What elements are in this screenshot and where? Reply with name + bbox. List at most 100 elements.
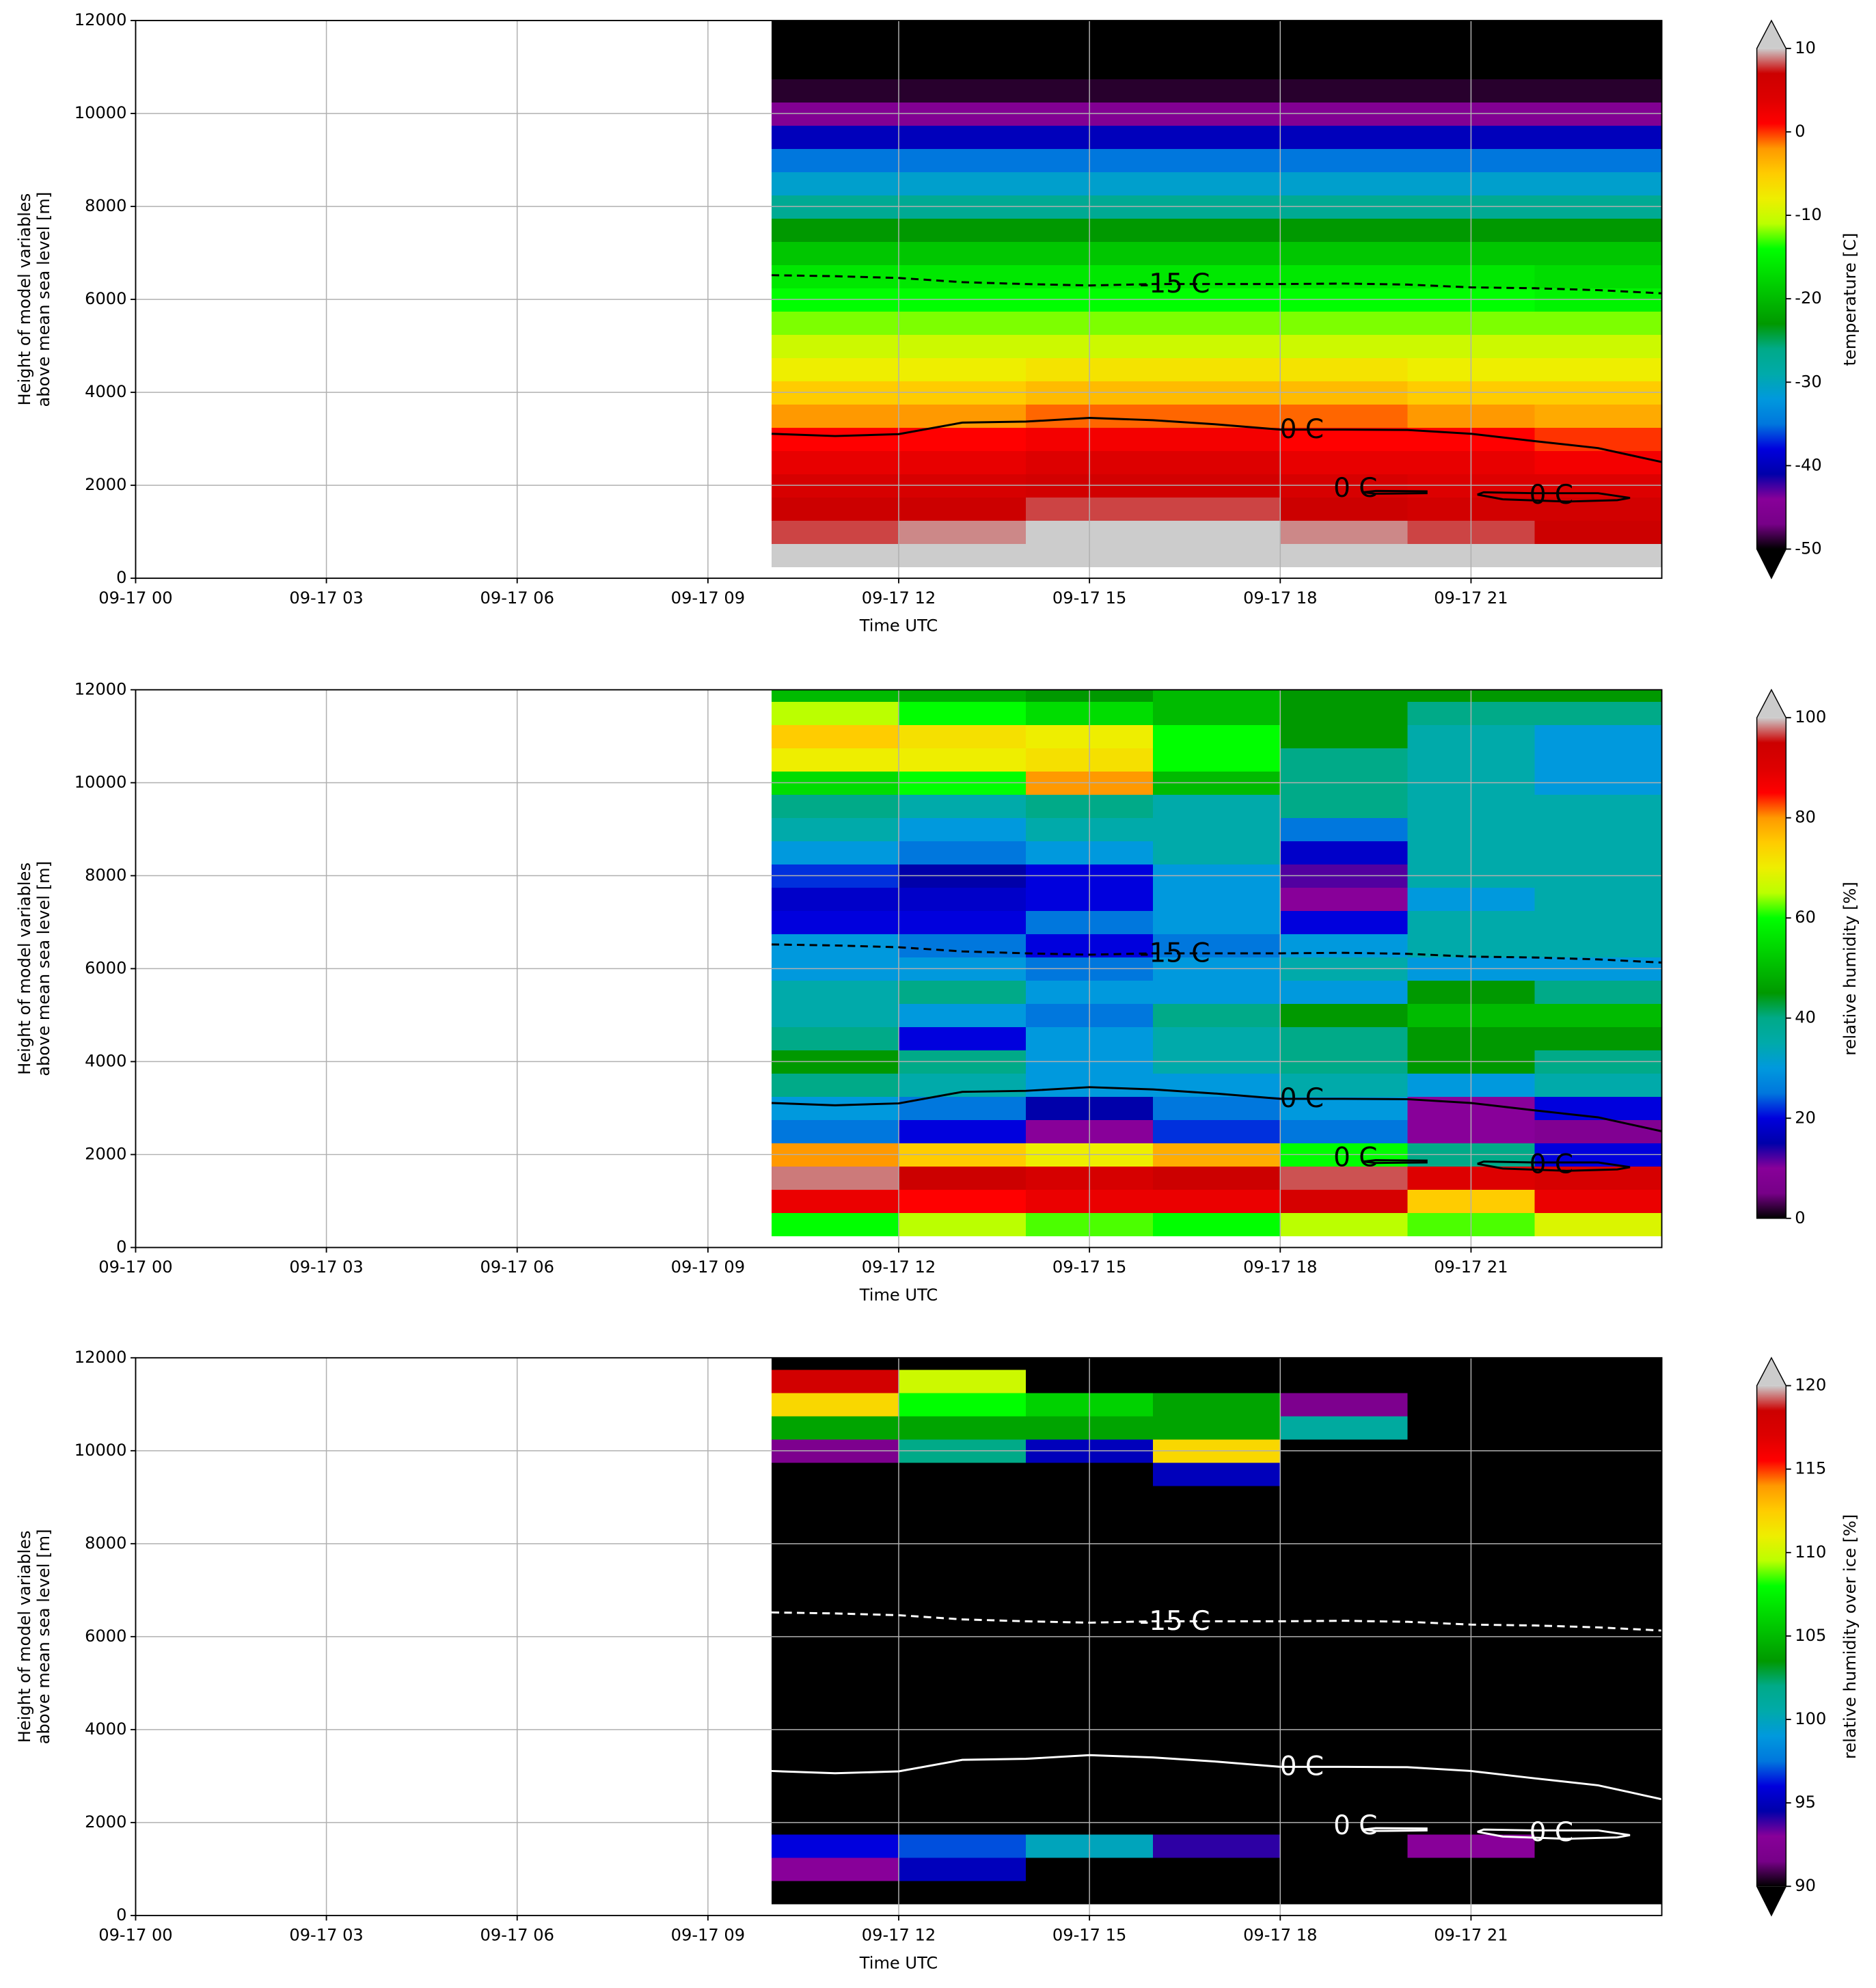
x-tick-label: 09-17 06 [480, 1926, 554, 1945]
heatmap-cell [1153, 32, 1281, 56]
heatmap-cell [771, 21, 899, 33]
heatmap-cell [899, 125, 1027, 149]
y-tick-label: 8000 [85, 196, 126, 215]
heatmap-cell [1280, 1415, 1409, 1440]
heatmap-cell [1534, 543, 1663, 567]
y-tick-label: 4000 [85, 1051, 126, 1070]
x-tick-label: 09-17 21 [1434, 1257, 1508, 1277]
heatmap-cell [1534, 334, 1663, 358]
heatmap-cell [771, 1003, 899, 1028]
heatmap-cell [899, 1741, 1027, 1765]
heatmap-cell [899, 1555, 1027, 1579]
heatmap-cell [1153, 1392, 1281, 1417]
heatmap-cell [1534, 357, 1663, 381]
heatmap-cell [1280, 1166, 1409, 1190]
colorbar-extend-max [1756, 21, 1786, 49]
heatmap-cell [1153, 1578, 1281, 1603]
heatmap-cell [1153, 690, 1281, 703]
heatmap-cell [899, 357, 1027, 381]
contour-line [771, 943, 1662, 964]
contour-label: -15 C [1139, 938, 1210, 968]
y-tick-label: 8000 [85, 865, 126, 884]
heatmap-cell [1280, 32, 1409, 56]
heatmap-cell [899, 1212, 1027, 1237]
x-tick-label: 09-17 15 [1052, 588, 1126, 608]
contour-line [1477, 491, 1631, 503]
y-axis-label: above mean sea level [m] [34, 1529, 53, 1744]
heatmap-cell [1153, 55, 1281, 79]
heatmap-cell [771, 1119, 899, 1144]
heatmap-cell [899, 218, 1027, 242]
heatmap-cell [1280, 748, 1409, 772]
contour-label: 0 C [1530, 1149, 1573, 1180]
x-tick-label: 09-17 00 [98, 1257, 172, 1277]
heatmap-cell [1534, 1764, 1663, 1788]
heatmap-cell [1534, 404, 1663, 428]
heatmap-cell [1280, 55, 1409, 79]
x-tick-label: 09-17 12 [862, 1257, 936, 1277]
heatmap-cell [1280, 701, 1409, 726]
x-axis-label: Time UTC [859, 1285, 938, 1305]
x-tick-label: 09-17 21 [1434, 588, 1508, 608]
heatmap-cell [771, 1462, 899, 1486]
heatmap-cell [771, 1508, 899, 1533]
heatmap-cell [1153, 1189, 1281, 1214]
colorbar-tick-label: 95 [1795, 1793, 1816, 1812]
heatmap-cell [1534, 1003, 1663, 1028]
heatmap-cell [1280, 520, 1409, 544]
heatmap-cell [1280, 1073, 1409, 1098]
heatmap-cell [1534, 125, 1663, 149]
heatmap-cell [1280, 1741, 1409, 1765]
colorbar-tick-label: 105 [1795, 1626, 1826, 1645]
heatmap-cell [899, 724, 1027, 749]
heatmap-cell [771, 841, 899, 865]
heatmap-cell [1153, 1880, 1281, 1905]
heatmap-cell [1280, 1857, 1409, 1881]
y-tick-label: 0 [116, 568, 126, 587]
x-tick-label: 09-17 15 [1052, 1926, 1126, 1945]
heatmap-cell [1153, 497, 1281, 521]
heatmap-cell [1153, 1166, 1281, 1190]
heatmap-cell [1534, 1189, 1663, 1214]
colorbar-tick-label: 120 [1795, 1376, 1826, 1395]
heatmap-cell [1534, 794, 1663, 819]
x-tick-label: 09-17 09 [671, 1926, 745, 1945]
heatmap-cell [1153, 1003, 1281, 1028]
contour-label: 0 C [1333, 473, 1377, 504]
heatmap-cell [771, 1026, 899, 1051]
heatmap-cell [899, 841, 1027, 865]
heatmap-cell [899, 1189, 1027, 1214]
heatmap-cell [1534, 79, 1663, 103]
heatmap-cell [899, 980, 1027, 1005]
heatmap-cell [1534, 1392, 1663, 1417]
heatmap-cell [899, 1415, 1027, 1440]
heatmap-cell [899, 1508, 1027, 1533]
heatmap-cell [1534, 690, 1663, 703]
contour-line [771, 274, 1662, 295]
heatmap-cell [1280, 241, 1409, 265]
heatmap-cell [1280, 1880, 1409, 1905]
x-tick-label: 09-17 21 [1434, 1926, 1508, 1945]
contour-label: 0 C [1280, 1752, 1324, 1782]
heatmap-cell [1534, 1026, 1663, 1051]
y-tick-label: 4000 [85, 1719, 126, 1739]
colorbar [1756, 1385, 1786, 1887]
colorbar-tick-label: 40 [1795, 1008, 1816, 1027]
heatmap-cell [1153, 1462, 1281, 1486]
colorbar-tick-label: 10 [1795, 38, 1816, 57]
heatmap-cell [1534, 1601, 1663, 1626]
colorbar-tick-label: 0 [1795, 1208, 1805, 1227]
heatmap-cell [1534, 910, 1663, 935]
contour-line [771, 417, 1662, 463]
heatmap-cell [1153, 1357, 1281, 1370]
heatmap-cell [771, 1189, 899, 1214]
heatmap-cell [1280, 817, 1409, 842]
y-tick-label: 2000 [85, 1812, 126, 1832]
colorbar-extend-min [1756, 1886, 1786, 1916]
heatmap-cell [1534, 724, 1663, 749]
heatmap-cell [1153, 1026, 1281, 1051]
heatmap-cell [899, 264, 1027, 288]
y-tick-label: 10000 [74, 1441, 127, 1460]
heatmap-cell [899, 1119, 1027, 1144]
